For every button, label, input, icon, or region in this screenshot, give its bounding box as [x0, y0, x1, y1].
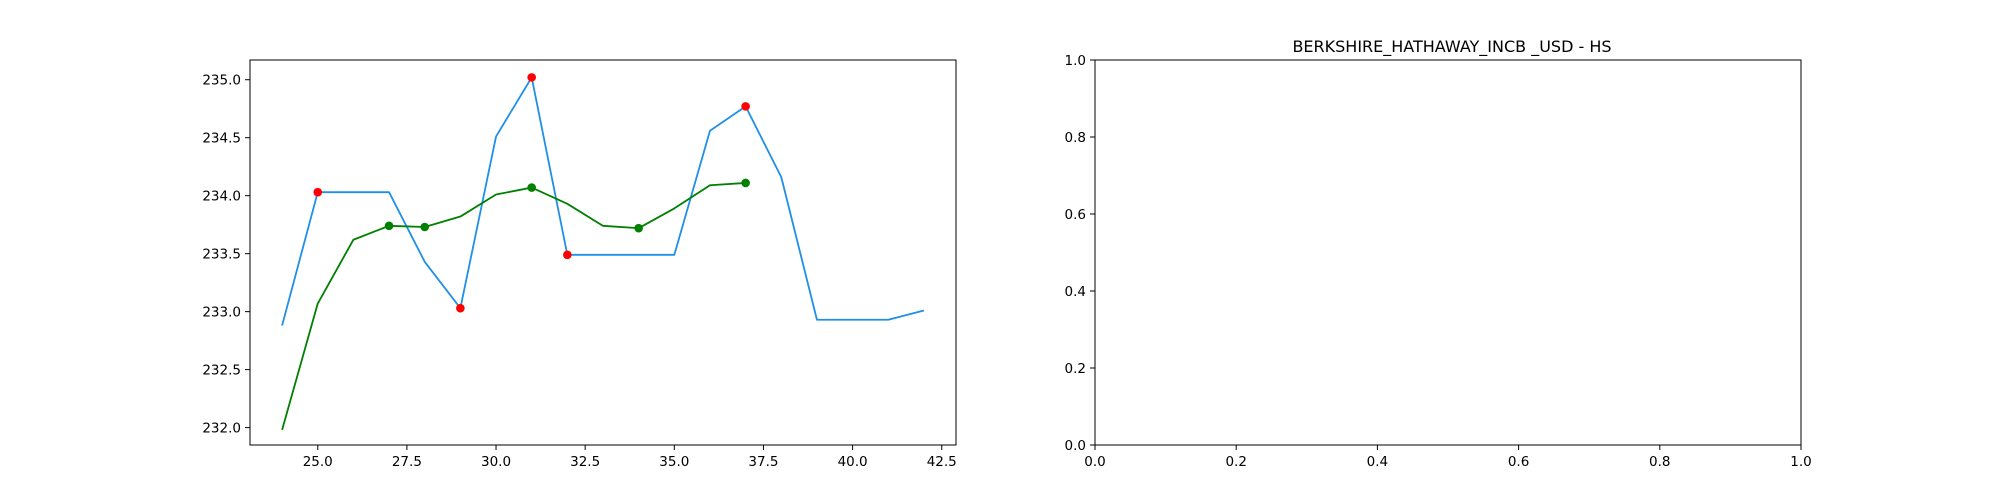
y-tick-label: 234.0 [202, 189, 241, 205]
y-tick-label: 232.0 [202, 421, 241, 437]
scatter-point-2 [563, 250, 572, 260]
plot-area-frame [1094, 59, 1802, 446]
x-tick-label: 42.5 [927, 454, 957, 470]
series-line-1 [281, 182, 746, 431]
y-tick-label: 233.5 [202, 247, 241, 263]
scatter-point-3 [527, 183, 536, 192]
x-tick-label: 35.0 [659, 454, 689, 470]
x-tick-label: 30.0 [481, 454, 511, 470]
y-tick-label: 0.4 [1065, 284, 1086, 300]
scatter-point-2 [527, 73, 536, 82]
y-tick-label: 1.0 [1065, 53, 1086, 69]
x-tick-label: 32.5 [570, 454, 600, 470]
y-tick-label: 0.8 [1065, 130, 1086, 146]
x-tick-label: 27.5 [392, 454, 422, 470]
y-tick-label: 0.0 [1065, 438, 1086, 454]
y-tick-label: 232.5 [202, 363, 241, 379]
scatter-point-3 [384, 221, 394, 231]
y-tick-label: 235.0 [202, 73, 241, 89]
x-tick-label: 0.2 [1225, 454, 1246, 470]
scatter-point-3 [420, 222, 430, 232]
scatter-point-2 [456, 303, 465, 313]
x-tick-label: 25.0 [303, 454, 333, 470]
x-tick-label: 37.5 [748, 454, 778, 470]
scatter-point-2 [313, 187, 323, 197]
x-tick-label: 0.8 [1649, 454, 1670, 470]
right-chart-title: BERKSHIRE_HATHAWAY_INCB _USD - HS [1292, 37, 1611, 57]
series-line-0 [281, 76, 925, 326]
scatter-point-3 [741, 178, 750, 188]
x-tick-label: 0.6 [1508, 454, 1529, 470]
left-chart: 25.0 27.5 30.0 32.5 35.0 37.5 40.0 42.5 232.0 232… [202, 59, 957, 470]
y-tick-label: 0.6 [1065, 207, 1086, 223]
y-tick-label: 0.2 [1065, 361, 1086, 377]
x-tick-label: 40.0 [838, 454, 868, 470]
x-tick-label: 1.0 [1790, 454, 1811, 470]
scatter-point-3 [634, 223, 643, 233]
scatter-point-2 [741, 102, 750, 111]
x-tick-label: 0.0 [1084, 454, 1105, 470]
y-tick-label: 234.5 [202, 131, 241, 147]
y-tick-label: 233.0 [202, 305, 241, 321]
right-chart: BERKSHIRE_HATHAWAY_INCB _USD - HS 0.0 0.2… [1065, 37, 1812, 470]
x-tick-label: 0.4 [1367, 454, 1388, 470]
plot-area-frame [249, 59, 957, 446]
